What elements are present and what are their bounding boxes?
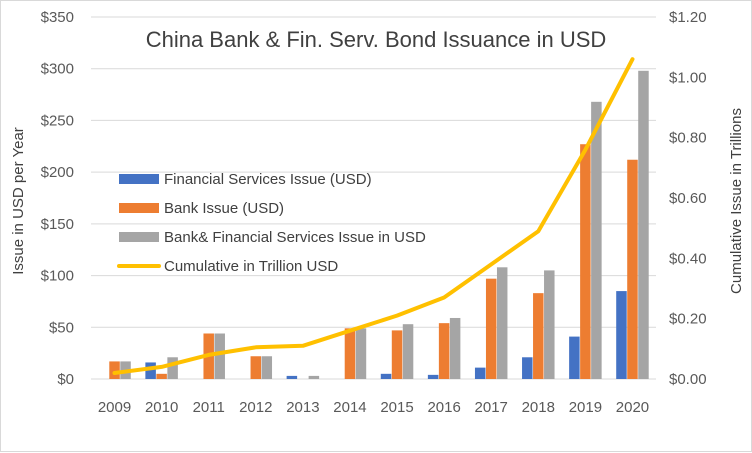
bar: [308, 375, 320, 379]
x-tick-label: 2020: [616, 399, 649, 416]
x-tick-label: 2015: [380, 399, 413, 416]
bar: [250, 356, 262, 379]
y2-tick-label: $1.20: [669, 9, 707, 26]
bar: [533, 293, 544, 379]
legend-swatch: [119, 174, 159, 184]
bar: [616, 291, 627, 379]
y-tick-label: $0: [57, 371, 74, 388]
bar: [522, 357, 533, 379]
bar: [638, 70, 649, 379]
bar: [449, 317, 461, 379]
y-tick-label: $100: [41, 268, 74, 285]
y2-axis-title: Cumulative Issue in Trillions: [728, 108, 745, 294]
x-tick-label: 2012: [239, 399, 272, 416]
legend-label: Bank Issue (USD): [164, 200, 284, 217]
bar: [402, 324, 414, 379]
bar: [569, 336, 580, 379]
bar: [344, 328, 356, 379]
bar: [544, 270, 555, 379]
bar: [145, 362, 156, 379]
legend-swatch: [119, 203, 159, 213]
legend: Financial Services Issue (USD) Bank Issue…: [117, 171, 426, 275]
y-tick-label: $300: [41, 61, 74, 78]
bar: [391, 330, 403, 379]
cumulative-line-layer: [112, 57, 635, 375]
bar: [261, 356, 273, 379]
gridlines: [91, 16, 656, 380]
bar: [427, 374, 439, 379]
y-tick-label: $350: [41, 9, 74, 26]
x-tick-label: 2016: [427, 399, 460, 416]
bar: [438, 323, 450, 379]
legend-label: Financial Services Issue (USD): [164, 171, 372, 188]
cumulative-line: [112, 57, 635, 375]
y-axis-title: Issue in USD per Year: [10, 127, 27, 275]
bar: [591, 101, 602, 379]
bars: [109, 70, 649, 379]
y2-tick-label: $0.40: [669, 250, 707, 267]
bar: [485, 278, 497, 379]
bar: [496, 267, 508, 379]
x-tick-label: 2009: [98, 399, 131, 416]
y-tick-label: $150: [41, 216, 74, 233]
bar: [214, 333, 225, 379]
x-tick-label: 2011: [193, 399, 225, 416]
bar: [286, 375, 298, 379]
x-tick-label: 2014: [333, 399, 366, 416]
bar: [167, 357, 178, 379]
bar: [355, 328, 367, 379]
y2-tick-label: $0.20: [669, 311, 707, 328]
x-tick-label: 2017: [475, 399, 508, 416]
legend-label: Cumulative in Trillion USD: [164, 258, 338, 275]
bar: [156, 373, 167, 379]
bar: [627, 159, 638, 379]
bar: [580, 144, 591, 379]
y2-tick-label: $1.00: [669, 69, 707, 86]
x-tick-label: 2013: [286, 399, 319, 416]
y2-tick-label: $0.80: [669, 130, 707, 147]
x-tick-label: 2018: [522, 399, 555, 416]
bar: [474, 367, 486, 379]
y-tick-label: $200: [41, 164, 74, 181]
y-tick-label: $250: [41, 112, 74, 129]
x-tick-label: 2019: [569, 399, 602, 416]
tick-labels: $0 $50 $100 $150 $200 $250 $300 $350 $0.00 $0.20 $…: [41, 9, 707, 416]
x-tick-label: 2010: [145, 399, 178, 416]
y2-tick-label: $0.60: [669, 190, 707, 207]
bar: [109, 361, 120, 379]
bar: [380, 373, 392, 379]
chart-title: China Bank & Fin. Serv. Bond Issuance in…: [146, 27, 607, 52]
legend-swatch: [119, 232, 159, 242]
y-tick-label: $50: [49, 319, 74, 336]
y2-tick-label: $0.00: [669, 371, 707, 388]
legend-label: Bank& Financial Services Issue in USD: [164, 229, 426, 246]
